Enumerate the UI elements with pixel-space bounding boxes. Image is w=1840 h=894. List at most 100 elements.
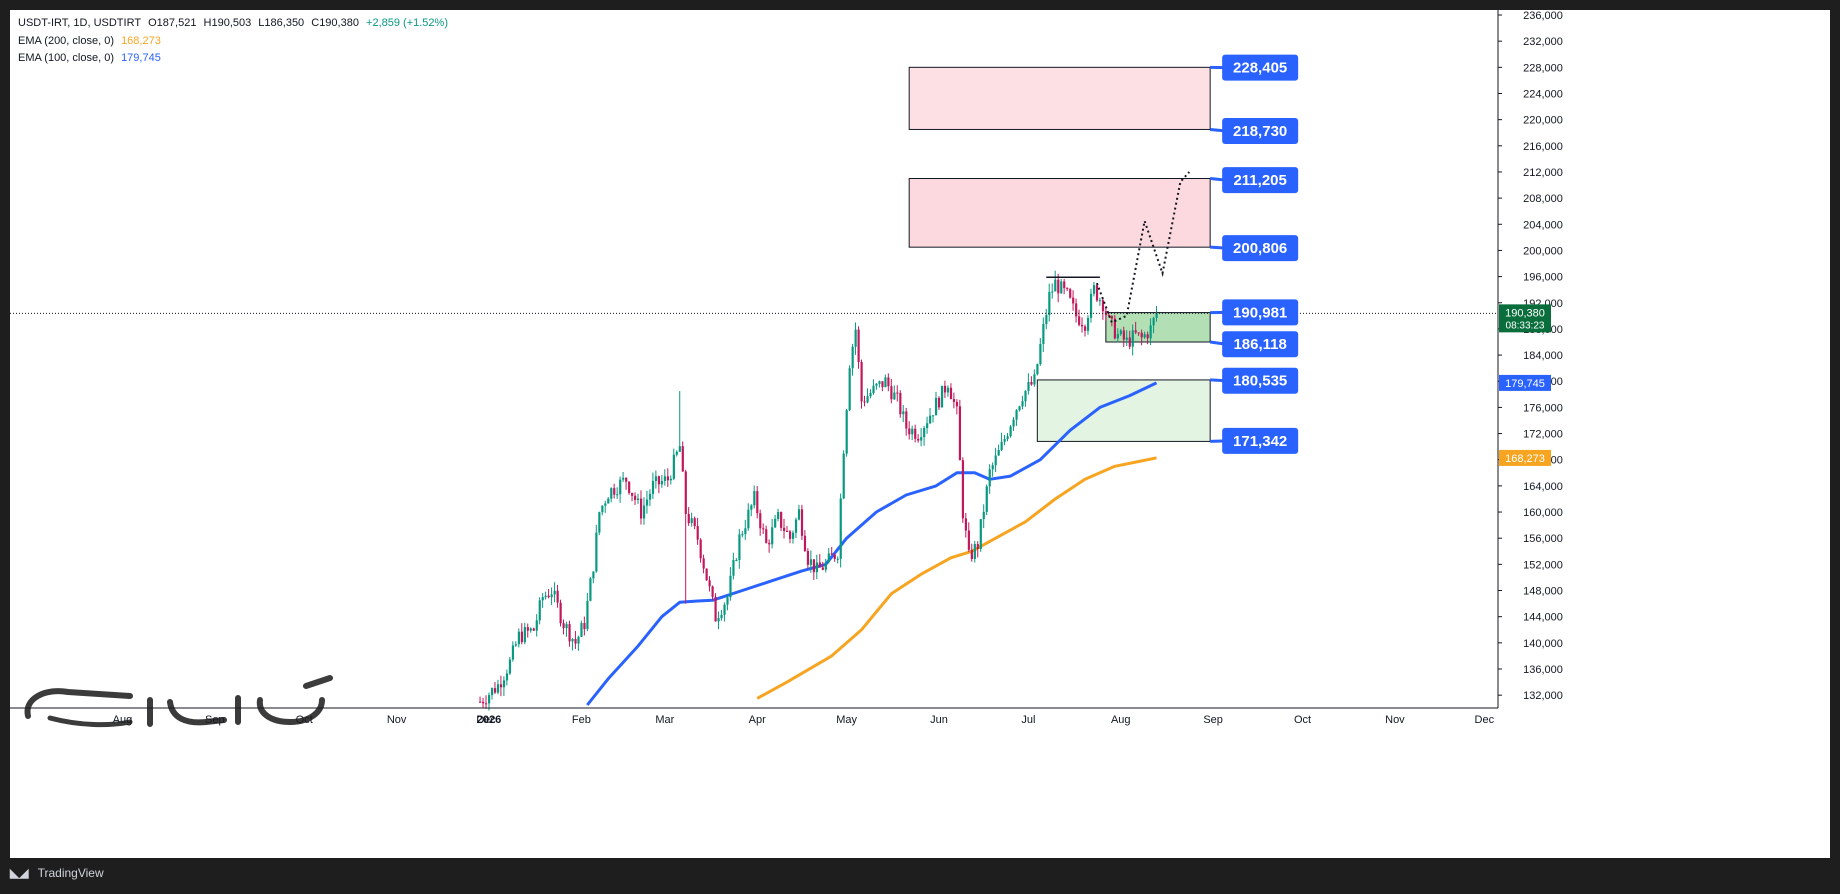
candles <box>479 270 1158 711</box>
ema200-value: 168,273 <box>121 35 161 47</box>
y-tick-label: 148,000 <box>1523 586 1563 598</box>
candle-body <box>660 481 664 485</box>
candle-body <box>940 385 944 408</box>
candle-body <box>696 526 699 540</box>
candle-body <box>619 479 622 495</box>
candle-body <box>923 428 926 438</box>
candle-body <box>812 559 816 573</box>
candle-body <box>794 519 798 533</box>
candle-body <box>675 451 678 455</box>
candle-body <box>631 492 634 496</box>
candle-body <box>511 645 515 660</box>
axis-tag <box>1499 374 1551 391</box>
candle-body <box>1155 313 1158 318</box>
candle-body <box>616 494 619 496</box>
candle-body <box>1009 426 1012 437</box>
brand-name[interactable]: TradingView <box>37 866 104 880</box>
callout-label: 180,535 <box>1233 373 1287 390</box>
callout-box <box>1222 331 1299 358</box>
candle-body <box>884 377 887 388</box>
candle-body <box>625 477 628 482</box>
candle-body <box>526 627 529 631</box>
candle-body <box>634 495 637 500</box>
candle-body <box>878 381 881 384</box>
high-value: H190,503 <box>203 17 252 29</box>
candle-body <box>490 688 494 696</box>
candle-body <box>1146 334 1149 339</box>
candle-body <box>687 513 690 524</box>
candle-body <box>803 535 807 551</box>
candle-body <box>946 387 950 393</box>
resistance-zone <box>908 178 1211 248</box>
candle-body <box>1072 297 1075 304</box>
x-tick-label: May <box>836 714 857 726</box>
low-value: L186,350 <box>258 17 305 29</box>
ema100-legend[interactable]: EMA (100, close, 0) 179,745 <box>18 52 165 64</box>
y-tick-label: 140,000 <box>1523 638 1563 650</box>
x-tick-label: Oct <box>1294 714 1311 726</box>
callout-label: 218,730 <box>1233 123 1287 140</box>
candle-body <box>750 505 753 510</box>
candle-body <box>684 471 687 514</box>
candle-body <box>732 560 735 576</box>
candle-body <box>663 476 667 482</box>
candle-body <box>538 600 541 621</box>
candle-body <box>607 498 610 504</box>
y-tick-label: 236,000 <box>1523 10 1563 22</box>
y-tick-label: 232,000 <box>1523 36 1563 48</box>
candle-body <box>493 688 497 693</box>
candle-body <box>1042 324 1045 345</box>
candle-body <box>1149 325 1152 339</box>
callout-label: 190,981 <box>1233 304 1287 321</box>
candle-body <box>1015 410 1018 420</box>
candle-body <box>851 346 854 369</box>
price-chart[interactable]: 228,405 218,730 211,205 200,806 190,981 186,1… <box>10 10 1830 858</box>
candle-body <box>559 602 562 624</box>
candle-body <box>1086 317 1090 331</box>
candle-body <box>1125 337 1128 340</box>
annotations: 228,405 218,730 211,205 200,806 190,981 186,1… <box>1209 54 1299 454</box>
candle-body <box>1021 401 1024 407</box>
candle-body <box>1107 315 1111 317</box>
candle-body <box>485 703 488 705</box>
candle-body <box>565 624 568 629</box>
candle-body <box>783 527 786 531</box>
candle-body <box>991 465 994 470</box>
candle-body <box>1045 315 1048 325</box>
callout-label: 200,806 <box>1233 240 1287 257</box>
candle-body <box>532 628 535 631</box>
candle-body <box>839 498 842 559</box>
candle-body <box>666 476 669 481</box>
candle-body <box>1134 330 1137 333</box>
candle-body <box>824 562 827 570</box>
candle-body <box>1003 438 1006 442</box>
candle-body <box>899 392 902 415</box>
chart-frame: 228,405 218,730 211,205 200,806 190,981 186,1… <box>10 10 1830 858</box>
symbol-label[interactable]: USDT-IRT, 1D, USDTIRT <box>18 17 142 29</box>
candle-body <box>678 446 681 452</box>
candle-body <box>1152 317 1155 326</box>
candle-body <box>842 453 845 499</box>
candle-body <box>637 498 640 500</box>
tradingview-logo-icon[interactable]: ◣◢ <box>10 866 29 880</box>
ohlc-legend: USDT-IRT, 1D, USDTIRT O187,521 H190,503 … <box>18 17 452 29</box>
candle-body <box>681 446 684 472</box>
y-tick-label: 216,000 <box>1523 141 1563 153</box>
candle-body <box>818 562 821 568</box>
candle-body <box>1000 441 1003 451</box>
candle-body <box>881 381 884 388</box>
candle-body <box>1048 291 1051 316</box>
candle-body <box>973 544 976 559</box>
candle-body <box>571 638 574 642</box>
candle-body <box>1012 419 1015 427</box>
x-tick-label: Nov <box>1385 714 1405 726</box>
candle-body <box>595 532 598 572</box>
candle-body <box>482 701 485 704</box>
y-tick-label: 136,000 <box>1523 664 1563 676</box>
ema200-legend[interactable]: EMA (200, close, 0) 168,273 <box>18 35 165 47</box>
candle-body <box>1095 285 1099 301</box>
candle-body <box>592 571 595 579</box>
axis-tag-label: 168,273 <box>1505 453 1545 465</box>
candle-body <box>577 636 580 644</box>
candle-body <box>949 387 953 400</box>
